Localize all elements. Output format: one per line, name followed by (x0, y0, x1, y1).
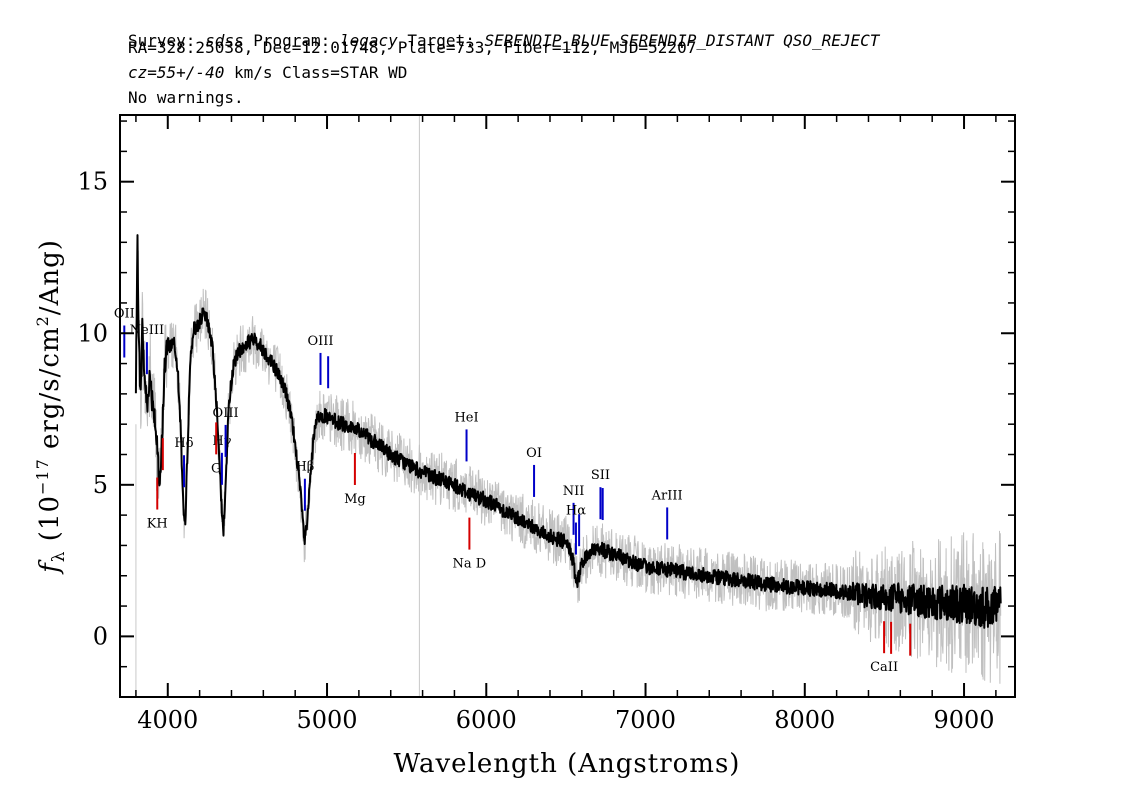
x-tick-label: 5000 (296, 706, 357, 734)
emission-line-label: Hβ (295, 460, 314, 475)
emission-line-label: HeI (454, 410, 478, 425)
emission-line-label: OIII (307, 334, 333, 349)
y-axis-title: fλ (10−17 erg/s/cm2/Ang) (33, 239, 69, 575)
emission-line-label: OI (526, 446, 542, 461)
emission-line-label: Hγ (212, 434, 231, 449)
absorption-line-label: Na D (453, 557, 487, 572)
error-band (135, 247, 1002, 684)
flux-layer (134, 234, 1002, 629)
y-tick-label: 5 (93, 471, 108, 499)
emission-line-label: OIII (213, 406, 239, 421)
spectrum-header-line-1: Survey: sdss Program: legacy Target: SER… (128, 14, 879, 50)
y-tick-label: 15 (77, 168, 108, 196)
y-tick-label: 0 (93, 622, 108, 650)
plot-frame (119, 114, 1016, 698)
y-tick-label: 10 (77, 319, 108, 347)
emission-line-label: NeIII (130, 323, 164, 338)
x-tick-label: 6000 (456, 706, 517, 734)
class-text: km/s Class=STAR WD (224, 63, 408, 82)
absorption-line-label: G (211, 461, 221, 476)
spectrum-header-line-4: No warnings. (128, 88, 244, 107)
flux-line (134, 234, 1002, 629)
survey-value: sdss (205, 31, 244, 50)
target-label: Target: (407, 31, 475, 50)
target-value: SERENDIP_BLUE SERENDIP_DISTANT QSO_REJEC… (484, 31, 880, 50)
absorption-line-label: CaII (870, 660, 898, 675)
emission-line-label: OII (114, 307, 135, 322)
x-axis-title: Wavelength (Angstroms) (394, 749, 741, 779)
absorption-line-label: Mg (344, 492, 366, 507)
noise-layer (135, 115, 420, 697)
x-tick-label: 9000 (934, 706, 995, 734)
survey-label: Survey: (128, 31, 196, 50)
error-band-layer (135, 247, 1002, 684)
axes-ticks: 4000 5000 6000 7000 8000 9000 0 5 10 15 (77, 115, 1015, 734)
spectrum-header-line-2: RA=328.25038, Dec=12.01748, Plate=733, F… (128, 38, 697, 57)
emission-line-label: Hα (566, 504, 586, 519)
x-tick-label: 4000 (137, 706, 198, 734)
spectrum-header-line-3: cz=55+/-40 km/s Class=STAR WD (128, 64, 407, 82)
program-label: Program: (253, 31, 331, 50)
x-tick-label: 7000 (615, 706, 676, 734)
emission-line-label: ArIII (651, 488, 683, 503)
emission-line-label: Hδ (174, 436, 193, 451)
emission-line-label: SII (591, 468, 610, 483)
emission-line-label: NII (563, 484, 585, 499)
absorption-line-label: KH (147, 517, 168, 532)
cz-value: cz=55+/-40 (128, 63, 225, 82)
x-tick-label: 8000 (774, 706, 835, 734)
program-value: legacy (339, 31, 398, 50)
